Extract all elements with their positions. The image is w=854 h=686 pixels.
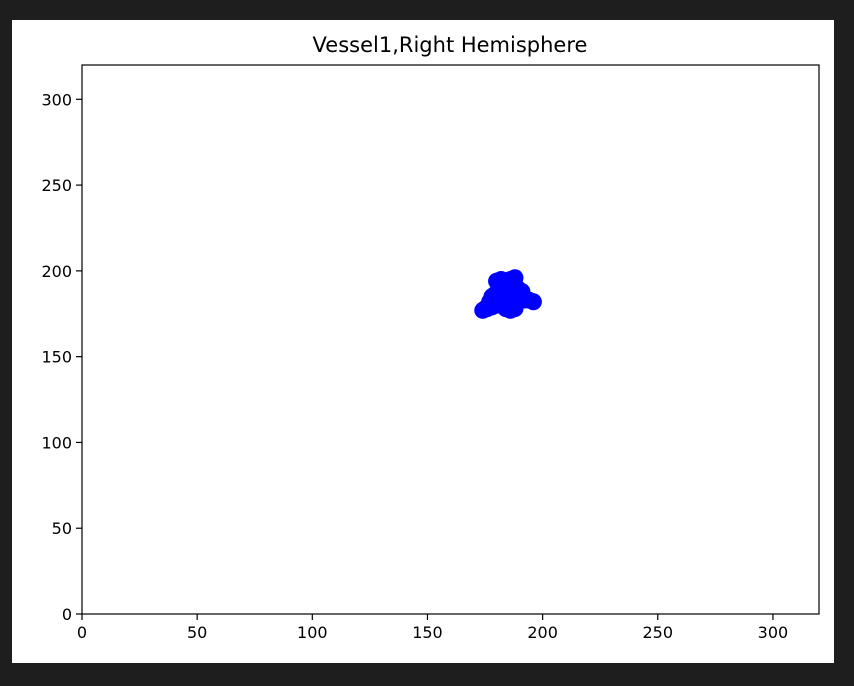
data-point <box>506 300 524 318</box>
x-tick-label: 0 <box>77 623 87 642</box>
y-axis: 0 50 100 150 200 250 300 <box>41 90 82 624</box>
chart-title: Vessel1,Right Hemisphere <box>313 33 588 57</box>
y-tick-label: 50 <box>52 519 72 538</box>
data-point <box>483 288 501 306</box>
y-tick-label: 250 <box>41 176 72 195</box>
y-tick-label: 100 <box>41 433 72 452</box>
x-axis: 0 50 100 150 200 250 300 <box>77 614 788 642</box>
x-tick-label: 100 <box>297 623 328 642</box>
x-tick-label: 300 <box>758 623 789 642</box>
x-tick-label: 150 <box>412 623 443 642</box>
y-tick-label: 300 <box>41 90 72 109</box>
data-points <box>474 269 542 319</box>
figure-canvas: Vessel1,Right Hemisphere 0 50 100 150 200 250… <box>12 20 834 663</box>
data-point <box>513 282 531 300</box>
y-tick-label: 150 <box>41 348 72 367</box>
data-point <box>524 293 542 311</box>
scatter-chart: Vessel1,Right Hemisphere 0 50 100 150 200 250… <box>41 33 820 642</box>
plot-frame <box>81 64 820 615</box>
y-tick-label: 200 <box>41 262 72 281</box>
x-tick-label: 200 <box>527 623 558 642</box>
y-tick-label: 0 <box>62 605 72 624</box>
x-tick-label: 250 <box>643 623 674 642</box>
x-tick-label: 50 <box>187 623 207 642</box>
